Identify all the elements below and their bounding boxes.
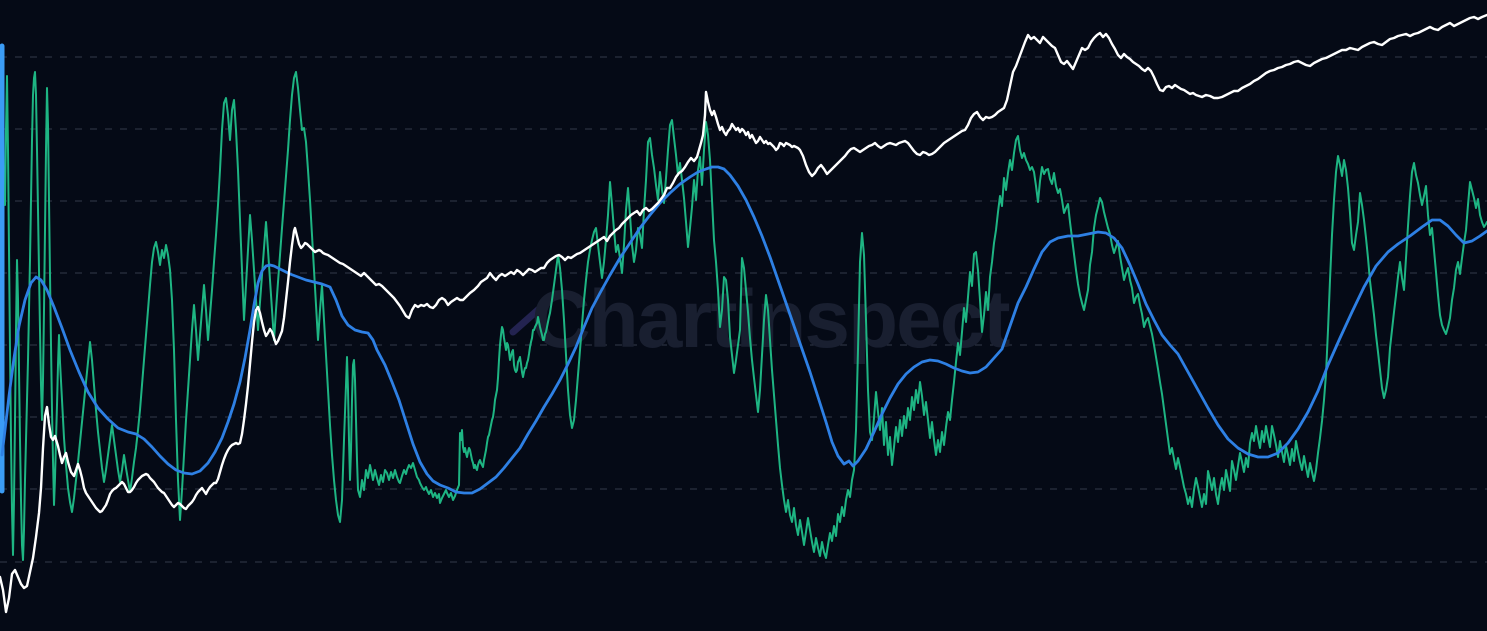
watermark-swoosh-icon [509, 290, 560, 336]
signal-line-series [0, 165, 1487, 495]
oscillator-line [4, 71, 1487, 561]
oscillator-line-series [4, 71, 1487, 561]
watermark-logo: Chartinspect [509, 274, 1012, 365]
watermark-text: Chartinspect [531, 274, 1010, 365]
signal-line [0, 165, 1487, 495]
price-line [0, 13, 1487, 614]
price-line-series [0, 13, 1487, 614]
